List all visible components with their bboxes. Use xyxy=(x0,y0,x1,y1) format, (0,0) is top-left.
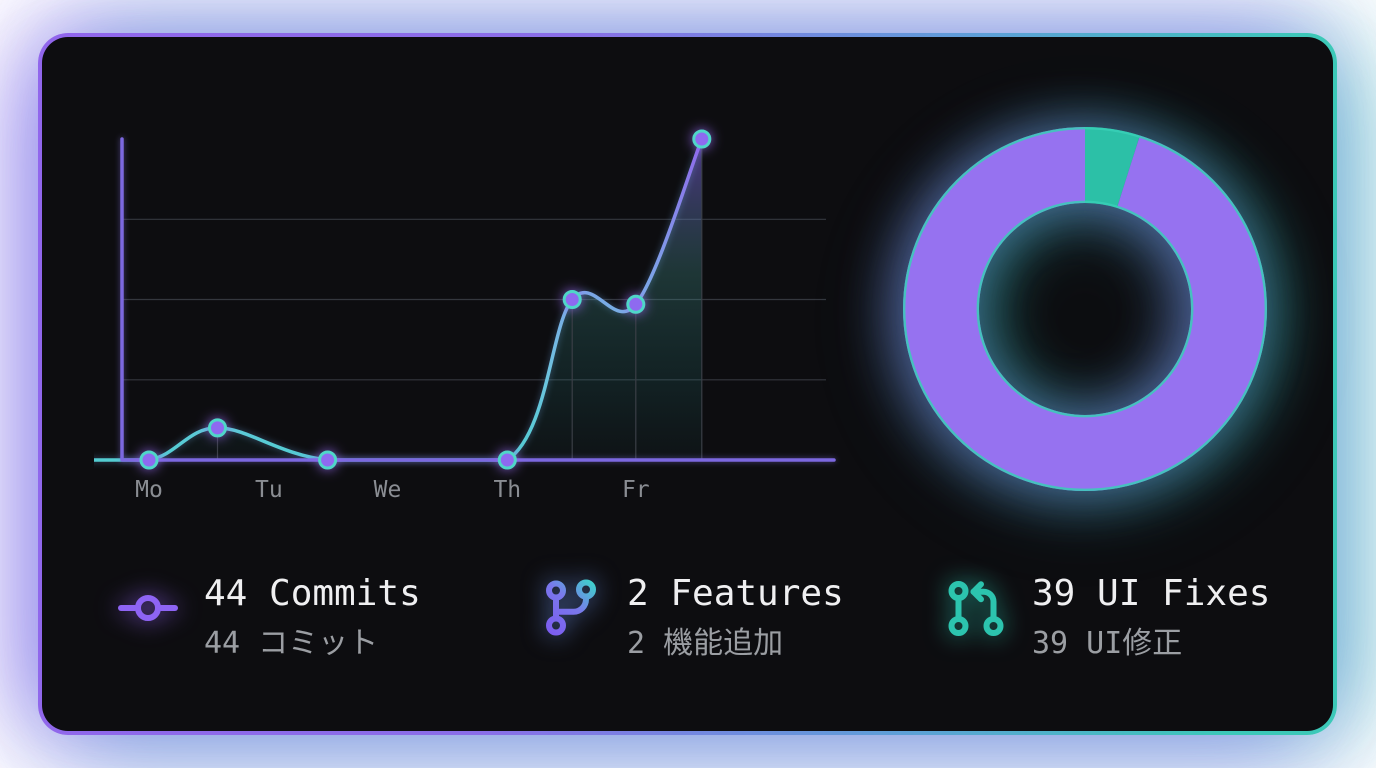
stat-features-value-ja: 2 機能追加 xyxy=(627,626,784,661)
area-fill xyxy=(507,139,702,460)
donut-rim xyxy=(976,200,1194,418)
x-tick-label: Tu xyxy=(255,477,283,503)
stat-ui-fixes-value-ja: 39 UI修正 xyxy=(1032,626,1183,661)
donut-slice-ui-fixes xyxy=(903,127,1267,491)
stat-commits: 44 Commits 44 コミット xyxy=(118,574,421,662)
git-commit-icon xyxy=(118,595,178,621)
data-point-dot xyxy=(562,290,582,309)
data-point-dot xyxy=(139,450,159,470)
data-point-dot xyxy=(626,294,646,314)
donut-slices xyxy=(903,127,1267,491)
data-point-dot xyxy=(692,129,712,149)
x-tick-label: We xyxy=(374,477,402,503)
data-point-dot xyxy=(318,450,338,470)
stat-commits-value-en: 44 Commits xyxy=(204,573,421,614)
stat-features-text: 2 Features 2 機能追加 xyxy=(627,574,844,662)
git-branch-icon xyxy=(546,579,596,636)
data-point-dot xyxy=(208,418,227,438)
donut-rim xyxy=(902,126,1268,492)
gridlines xyxy=(122,218,826,381)
stat-features: 2 Features 2 機能追加 xyxy=(541,574,844,662)
stat-commits-text: 44 Commits 44 コミット xyxy=(204,574,421,662)
stat-commits-value-ja: 44 コミット xyxy=(204,626,379,661)
x-tick-labels: Mo Tu We Th Fr xyxy=(135,477,650,503)
weekly-commits-line-chart: Mo Tu We Th Fr xyxy=(94,129,836,503)
stat-features-value-en: 2 Features xyxy=(627,573,844,614)
x-tick-label: Th xyxy=(493,477,521,503)
axes xyxy=(120,137,836,462)
fixes-vs-features-donut-chart xyxy=(902,126,1268,492)
x-tick-label: Mo xyxy=(135,477,163,503)
stat-ui-fixes: 39 UI Fixes 39 UI修正 xyxy=(946,574,1270,662)
dashboard-card: Mo Tu We Th Fr 44 Commits 44 コミット xyxy=(38,33,1337,735)
data-points xyxy=(139,129,712,470)
data-point-dot xyxy=(497,450,517,470)
stat-ui-fixes-text: 39 UI Fixes 39 UI修正 xyxy=(1032,574,1270,662)
stat-ui-fixes-value-en: 39 UI Fixes xyxy=(1032,573,1271,614)
donut-rim-outlines xyxy=(902,126,1268,492)
x-tick-label: Fr xyxy=(622,477,650,503)
axis-lines xyxy=(120,137,836,462)
git-pull-request-icon xyxy=(948,580,1004,637)
